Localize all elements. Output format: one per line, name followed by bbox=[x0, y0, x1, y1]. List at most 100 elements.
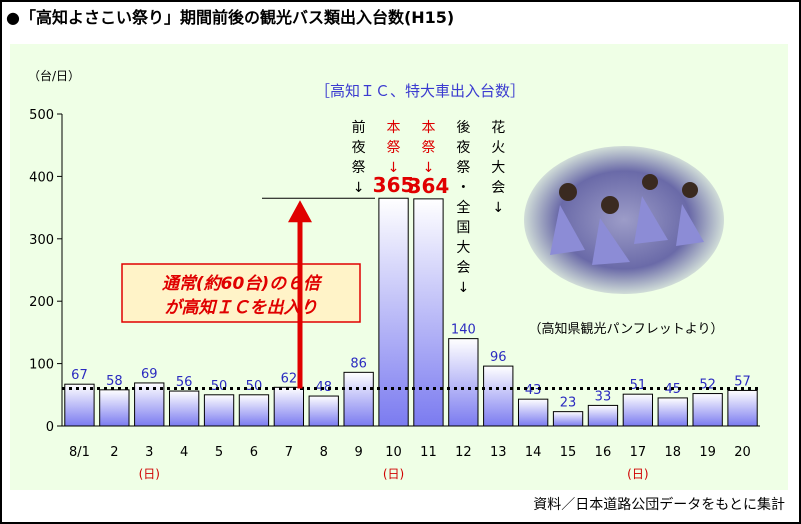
event-label-char: 祭 bbox=[352, 160, 366, 176]
value-label: 43 bbox=[525, 383, 542, 398]
x-sub-label: (日) bbox=[139, 467, 160, 481]
x-tick-label: 13 bbox=[490, 445, 507, 460]
bar bbox=[64, 383, 95, 427]
x-tick-label: 18 bbox=[664, 445, 681, 460]
bar bbox=[517, 398, 549, 427]
value-label: 365 bbox=[373, 173, 415, 197]
value-label: 67 bbox=[71, 368, 88, 383]
bar bbox=[273, 386, 305, 427]
value-label: 56 bbox=[176, 375, 193, 390]
y-tick-label: 300 bbox=[29, 233, 54, 248]
event-label-char: 祭 bbox=[421, 140, 435, 156]
bar bbox=[343, 371, 374, 427]
event-label-char: 会 bbox=[491, 180, 505, 196]
bars bbox=[64, 197, 758, 427]
event-label-char: 火 bbox=[491, 140, 505, 156]
event-label-char: 前 bbox=[352, 119, 366, 136]
event-label-char: 夜 bbox=[456, 140, 470, 156]
bar bbox=[308, 395, 339, 427]
x-sub-label: (日) bbox=[627, 467, 648, 481]
event-label-char: 本 bbox=[421, 120, 435, 136]
event-arrow: ↓ bbox=[457, 280, 469, 296]
y-tick-label: 200 bbox=[29, 295, 54, 310]
x-tick-label: 3 bbox=[145, 445, 153, 460]
event-label-char: 会 bbox=[456, 260, 470, 276]
bar bbox=[552, 411, 584, 427]
value-label: 364 bbox=[408, 174, 450, 198]
bar bbox=[657, 397, 688, 427]
callout-box bbox=[121, 263, 361, 323]
x-tick-label: 19 bbox=[699, 445, 716, 460]
event-label-char: 祭 bbox=[387, 140, 401, 156]
page-title: ●「高知よさこい祭り」期間前後の観光バス類出入台数(H15) bbox=[6, 8, 455, 27]
x-tick-label: 11 bbox=[420, 445, 437, 460]
event-label-char: 後 bbox=[456, 120, 470, 136]
y-tick-label: 0 bbox=[46, 420, 54, 435]
event-arrow: ↓ bbox=[492, 200, 504, 216]
y-tick-label: 500 bbox=[29, 108, 54, 123]
chart-title: ［高知ＩＣ、特大車出入台数］ bbox=[315, 82, 525, 100]
festival-photo bbox=[524, 146, 724, 294]
bar bbox=[99, 389, 130, 427]
arrow-head bbox=[288, 200, 312, 223]
y-tick-label: 100 bbox=[29, 358, 54, 373]
bar bbox=[238, 394, 270, 427]
x-tick-label: 5 bbox=[215, 445, 223, 460]
event-label-char: 大 bbox=[456, 240, 470, 256]
value-label: 69 bbox=[141, 367, 158, 382]
x-sub-label: (日) bbox=[383, 467, 404, 481]
x-tick-label: 8 bbox=[320, 445, 328, 460]
value-label: 140 bbox=[451, 323, 476, 338]
x-tick-label: 4 bbox=[180, 445, 188, 460]
value-label: 23 bbox=[560, 396, 577, 411]
event-label-char: 夜 bbox=[352, 140, 366, 156]
event-label-char: 全 bbox=[456, 199, 470, 216]
photo-caption: （高知県観光パンフレットより） bbox=[528, 321, 723, 337]
x-tick-label: 7 bbox=[285, 445, 293, 460]
value-label: 58 bbox=[106, 374, 123, 389]
value-label: 57 bbox=[734, 374, 751, 389]
callout: 通常(約60台)の６倍 が高知ＩＣを出入り bbox=[121, 263, 361, 323]
bar bbox=[413, 198, 444, 427]
source-note: 資料／日本道路公団データをもとに集計 bbox=[533, 497, 785, 513]
event-label-char: 国 bbox=[456, 220, 470, 236]
x-tick-label: 9 bbox=[355, 445, 363, 460]
bar bbox=[622, 393, 654, 427]
value-label: 62 bbox=[281, 371, 298, 386]
event-arrow: ↓ bbox=[388, 160, 400, 176]
increase-arrow bbox=[262, 197, 375, 389]
y-tick-label: 400 bbox=[29, 170, 54, 185]
bar bbox=[692, 393, 723, 427]
bar bbox=[727, 389, 758, 427]
x-tick-label: 17 bbox=[630, 445, 647, 460]
value-label: 51 bbox=[630, 378, 647, 393]
x-tick-label: 6 bbox=[250, 445, 258, 460]
value-label: 96 bbox=[490, 350, 507, 365]
x-tick-label: 8/1 bbox=[69, 445, 90, 460]
value-label: 50 bbox=[211, 379, 228, 394]
y-axis-label: （台/日） bbox=[28, 68, 80, 83]
bar bbox=[448, 338, 479, 427]
bar bbox=[203, 394, 235, 427]
value-label: 52 bbox=[699, 378, 716, 393]
bar bbox=[378, 197, 409, 427]
event-label-char: 大 bbox=[491, 160, 505, 176]
bar bbox=[587, 404, 619, 427]
bar bbox=[168, 390, 200, 427]
x-tick-label: 15 bbox=[560, 445, 577, 460]
event-label-char: 祭 bbox=[456, 160, 470, 176]
callout-line-2: が高知ＩＣを出入り bbox=[165, 298, 318, 318]
value-label: 50 bbox=[246, 379, 263, 394]
event-arrow: ↓ bbox=[353, 180, 365, 196]
bar bbox=[134, 382, 165, 427]
event-arrow: ↓ bbox=[423, 160, 435, 176]
x-tick-label: 14 bbox=[525, 445, 542, 460]
event-label-char: 本 bbox=[387, 120, 401, 136]
x-tick-label: 10 bbox=[385, 445, 402, 460]
event-label-char: 花 bbox=[491, 120, 505, 136]
x-tick-label: 16 bbox=[595, 445, 612, 460]
x-tick-label: 2 bbox=[110, 445, 118, 460]
value-label: 33 bbox=[595, 389, 612, 404]
